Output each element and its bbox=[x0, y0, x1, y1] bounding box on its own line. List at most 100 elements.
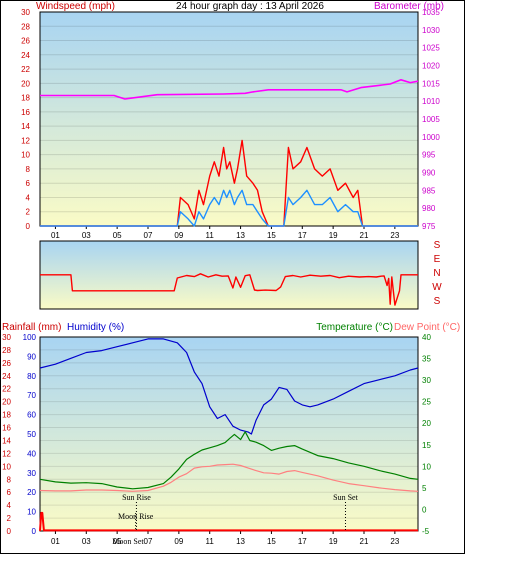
astro-annotations: Sun Rise Sun Set Moon Rise Moon Set bbox=[112, 493, 358, 546]
dewpoint-axis-label: Dew Point (°C) bbox=[394, 322, 460, 333]
y-tick-label-windspeed: 2 bbox=[26, 208, 31, 217]
y-tick-label-temperature: 25 bbox=[422, 398, 431, 407]
y-tick-label-temperature: 5 bbox=[422, 484, 427, 493]
y-tick-label-windspeed: 24 bbox=[21, 51, 30, 60]
y-tick-label-barometer: 990 bbox=[422, 169, 436, 178]
y-tick-label-barometer: 995 bbox=[422, 151, 436, 160]
y-tick-label-rainfall: 10 bbox=[2, 462, 11, 471]
plot-area-direction bbox=[39, 240, 419, 310]
direction-label: N bbox=[433, 268, 440, 279]
rainfall-axis-label: Rainfall (mm) bbox=[2, 322, 61, 333]
x-tick-label: 15 bbox=[267, 537, 276, 546]
series-direction bbox=[40, 273, 418, 306]
y-tick-label-humidity: 70 bbox=[27, 391, 36, 400]
series-wind-gust bbox=[40, 139, 418, 227]
x-tick-label: 05 bbox=[113, 537, 122, 546]
y-tick-label-barometer: 980 bbox=[422, 204, 436, 213]
y-tick-label-windspeed: 30 bbox=[21, 8, 30, 17]
astro-label: Moon Rise bbox=[118, 512, 154, 521]
x-tick-label: 07 bbox=[144, 231, 153, 240]
y-tick-label-barometer: 1005 bbox=[422, 115, 440, 124]
y-tick-label-humidity: 80 bbox=[27, 372, 36, 381]
series-humidity bbox=[39, 338, 419, 435]
x-tick-label: 13 bbox=[236, 231, 245, 240]
x-tick-label: 11 bbox=[206, 537, 215, 546]
x-tick-label: 09 bbox=[174, 537, 183, 546]
y-tick-label-barometer: 975 bbox=[422, 222, 436, 231]
y-tick-label-rainfall: 18 bbox=[2, 411, 11, 420]
ticks-temp: 0246810121416182022242628300102030405060… bbox=[2, 333, 431, 546]
y-tick-label-rainfall: 30 bbox=[2, 333, 11, 342]
ticks-wind: 0246810121416182022242628309759809859909… bbox=[21, 8, 440, 240]
y-tick-label-windspeed: 16 bbox=[21, 108, 30, 117]
y-tick-label-windspeed: 14 bbox=[21, 122, 30, 131]
y-tick-label-humidity: 100 bbox=[23, 333, 37, 342]
x-tick-label: 15 bbox=[267, 231, 276, 240]
y-tick-label-barometer: 1035 bbox=[422, 8, 440, 17]
x-tick-label: 21 bbox=[360, 537, 369, 546]
temperature-axis-label: Temperature (°C) bbox=[316, 322, 393, 333]
series-wind bbox=[40, 79, 419, 227]
y-tick-label-barometer: 1015 bbox=[422, 79, 440, 88]
direction-label: S bbox=[434, 240, 441, 251]
direction-label: W bbox=[432, 282, 442, 293]
x-tick-label: 03 bbox=[82, 537, 91, 546]
y-tick-label-barometer: 1025 bbox=[422, 44, 440, 53]
y-tick-label-humidity: 0 bbox=[32, 527, 37, 536]
x-tick-label: 19 bbox=[329, 231, 338, 240]
y-tick-label-temperature: 10 bbox=[422, 462, 431, 471]
y-tick-label-rainfall: 2 bbox=[7, 514, 12, 523]
series-wind-speed bbox=[40, 189, 418, 227]
series-wind-direction bbox=[40, 273, 418, 306]
y-tick-label-barometer: 1000 bbox=[422, 133, 440, 142]
y-tick-label-windspeed: 10 bbox=[21, 151, 30, 160]
y-tick-label-temperature: 0 bbox=[422, 505, 427, 514]
x-tick-label: 05 bbox=[113, 231, 122, 240]
y-tick-label-barometer: 1010 bbox=[422, 97, 440, 106]
series-dew-point bbox=[39, 463, 419, 492]
y-tick-label-windspeed: 4 bbox=[26, 193, 31, 202]
x-tick-label: 01 bbox=[51, 537, 60, 546]
y-tick-label-humidity: 20 bbox=[27, 488, 36, 497]
series-rainfall bbox=[39, 511, 418, 532]
chart-title: 24 hour graph day : 13 April 2026 bbox=[176, 1, 324, 12]
y-tick-label-temperature: 35 bbox=[422, 355, 431, 364]
astro-label: Sun Set bbox=[333, 493, 358, 502]
y-tick-label-rainfall: 8 bbox=[7, 475, 12, 484]
x-tick-label: 01 bbox=[51, 231, 60, 240]
x-tick-label: 09 bbox=[174, 231, 183, 240]
y-tick-label-barometer: 985 bbox=[422, 186, 436, 195]
y-tick-label-temperature: 30 bbox=[422, 376, 431, 385]
y-tick-label-humidity: 50 bbox=[27, 430, 36, 439]
y-tick-label-humidity: 30 bbox=[27, 469, 36, 478]
y-tick-label-windspeed: 26 bbox=[21, 37, 30, 46]
y-tick-label-temperature: -5 bbox=[422, 527, 430, 536]
y-tick-label-barometer: 1030 bbox=[422, 26, 440, 35]
y-tick-label-windspeed: 6 bbox=[26, 179, 31, 188]
y-tick-label-rainfall: 12 bbox=[2, 449, 11, 458]
x-tick-label: 07 bbox=[144, 537, 153, 546]
series-temp bbox=[39, 338, 419, 532]
y-tick-label-temperature: 40 bbox=[422, 333, 431, 342]
x-tick-label: 03 bbox=[82, 231, 91, 240]
plot-area-wind bbox=[39, 11, 419, 227]
y-tick-label-windspeed: 28 bbox=[21, 22, 30, 31]
x-tick-label: 17 bbox=[298, 537, 307, 546]
y-tick-label-windspeed: 22 bbox=[21, 65, 30, 74]
y-tick-label-temperature: 15 bbox=[422, 441, 431, 450]
y-tick-label-barometer: 1020 bbox=[422, 62, 440, 71]
y-tick-label-rainfall: 26 bbox=[2, 359, 11, 368]
y-tick-label-humidity: 90 bbox=[27, 352, 36, 361]
astro-label: Moon Set bbox=[112, 537, 144, 546]
y-tick-label-temperature: 20 bbox=[422, 419, 431, 428]
series-temperature bbox=[39, 431, 419, 490]
x-tick-label: 23 bbox=[390, 537, 399, 546]
y-tick-label-windspeed: 8 bbox=[26, 165, 31, 174]
y-tick-label-humidity: 60 bbox=[27, 411, 36, 420]
x-tick-label: 17 bbox=[298, 231, 307, 240]
y-tick-label-rainfall: 20 bbox=[2, 398, 11, 407]
x-tick-label: 19 bbox=[329, 537, 338, 546]
y-tick-label-rainfall: 16 bbox=[2, 424, 11, 433]
